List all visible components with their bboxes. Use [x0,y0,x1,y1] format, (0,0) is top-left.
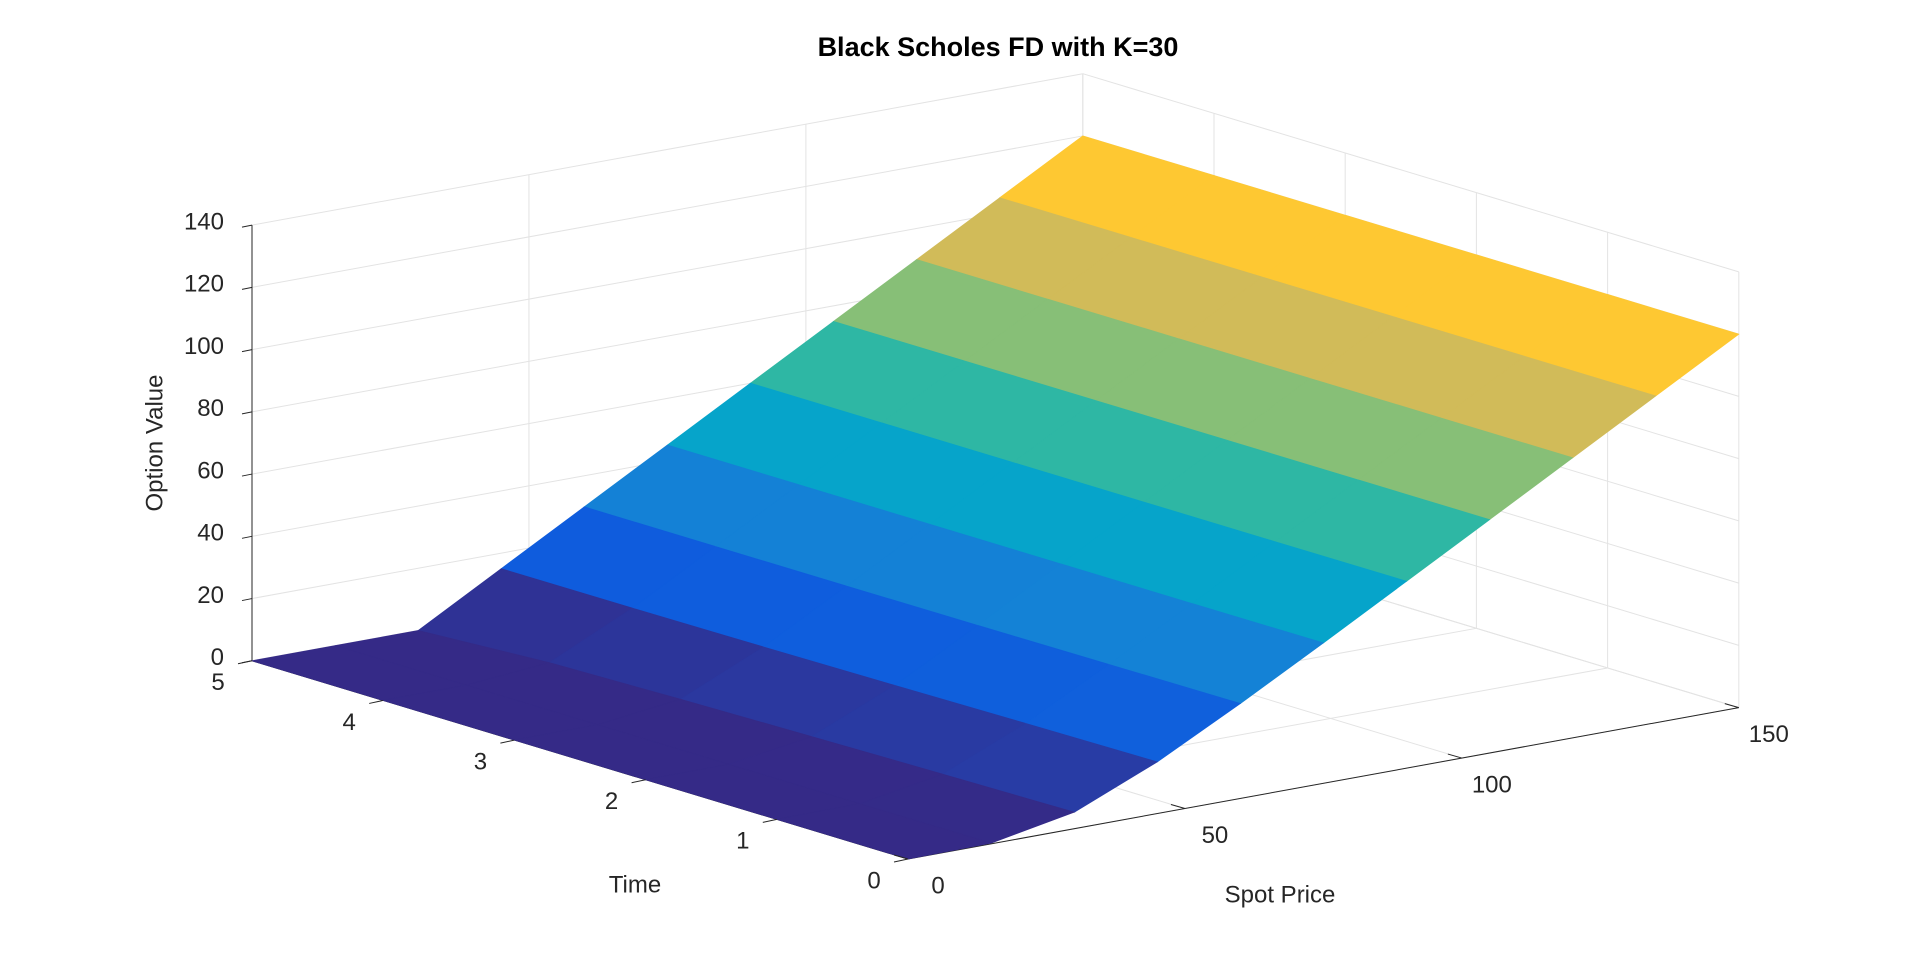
tick-mark [1447,753,1463,759]
y-tick-label: 1 [736,828,749,855]
tick-mark [241,535,253,539]
tick-mark [631,779,646,784]
tick-mark [1170,804,1186,810]
tick-mark [369,699,384,704]
tick-mark [762,818,777,823]
z-tick-label: 120 [184,271,224,298]
z-tick-label: 80 [197,395,224,422]
surface-patch [776,803,992,860]
z-tick-label: 20 [197,582,224,609]
tick-mark [241,473,253,477]
y-tick-label: 4 [343,709,356,736]
tick-mark [500,739,515,744]
tick-mark [241,411,253,415]
chart-title: Black Scholes FD with K=30 [818,32,1179,62]
z-axis-label: Option Value [141,375,168,512]
tick-mark [893,854,909,860]
y-tick-label: 3 [474,748,487,775]
z-tick-label: 40 [197,520,224,547]
y-tick-label: 2 [605,788,618,815]
tick-mark [893,858,909,863]
tick-mark [237,660,253,665]
z-tick-label: 0 [211,644,224,671]
z-tick-label: 60 [197,457,224,484]
z-tick-label: 140 [184,208,224,235]
tick-mark [241,598,253,602]
x-tick-label: 100 [1472,771,1512,798]
axis-line [907,707,1739,860]
x-axis-label: Spot Price [1225,881,1336,908]
grid-line [251,73,1083,226]
x-tick-label: 0 [931,872,944,899]
x-tick-label: 50 [1202,822,1229,849]
tick-mark [1724,703,1739,709]
tick-mark [241,349,253,353]
grid-line [1082,73,1739,273]
grid-line [251,197,1083,351]
y-tick-label: 0 [867,867,880,894]
y-axis-label: Time [609,871,661,898]
y-tick-label: 5 [211,669,224,696]
grid-line [251,135,1083,288]
tick-mark [241,224,253,228]
tick-mark [241,286,253,290]
z-tick-label: 100 [184,333,224,360]
x-tick-label: 150 [1749,721,1789,748]
